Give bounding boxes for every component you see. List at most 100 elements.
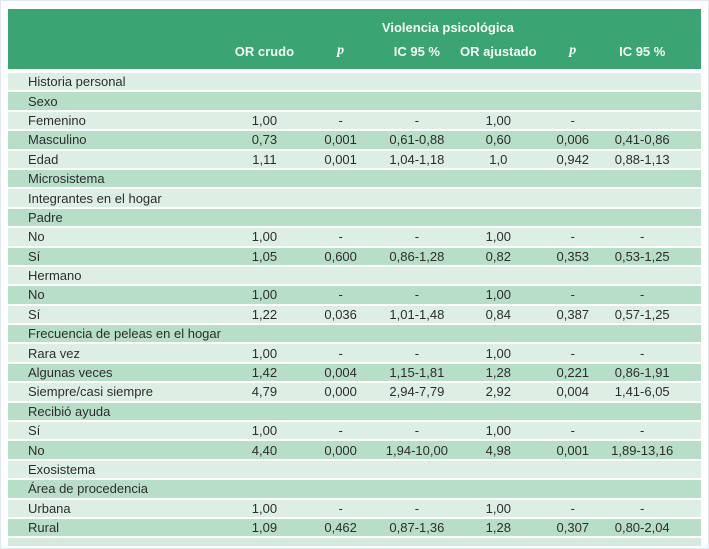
- cell: [607, 109, 701, 131]
- cell: [458, 400, 539, 422]
- cell: [305, 167, 376, 189]
- table-row: Urbana 1,00- -1,00- -: [8, 497, 701, 518]
- cell: 1,22: [222, 303, 306, 325]
- cell: 1,04-1,18: [375, 148, 459, 169]
- row-label: Edad: [8, 148, 223, 169]
- cell: 4,79: [222, 381, 306, 402]
- cell: [222, 206, 306, 228]
- row-label: Historia personal: [8, 68, 223, 92]
- table-row: Recibió ayuda: [8, 400, 701, 422]
- row-label: Sexo: [8, 90, 223, 111]
- table-row: Algunas veces 1,42 0,004 1,15-1,81 1,28 0,221…: [8, 361, 701, 383]
- cell: 1,00: [458, 420, 539, 441]
- cell: [607, 458, 701, 480]
- cell: 0,73: [222, 129, 306, 150]
- cell: [538, 323, 608, 344]
- table-row: Historia personal: [8, 68, 701, 92]
- table-row: Frecuencia de peleas en el hogar: [8, 323, 701, 344]
- cell: [305, 400, 376, 422]
- cell: 4,98: [458, 439, 539, 460]
- row-label: Femenino: [8, 109, 223, 131]
- cell: 0,307: [538, 516, 608, 537]
- cell: [375, 264, 459, 286]
- cell: 1,15-1,81: [375, 361, 459, 383]
- cell: 1,00: [458, 226, 539, 247]
- column-header-p-crudo: p: [305, 37, 376, 71]
- row-label: Área de procedencia: [8, 478, 223, 499]
- cell: [305, 478, 376, 499]
- cell: 1,28: [458, 516, 539, 537]
- cell: -: [375, 109, 459, 131]
- cell: [375, 206, 459, 228]
- cell: [607, 68, 701, 92]
- column-header-ic95-ajustado: IC 95 %: [607, 37, 701, 71]
- cell: [538, 478, 608, 499]
- cell: [375, 478, 459, 499]
- column-header-or-crudo: OR crudo: [222, 37, 306, 71]
- row-label: Hermano: [8, 264, 223, 286]
- table-row: Rara vez 1,00- -1,00- -: [8, 342, 701, 363]
- cell: -: [305, 109, 376, 131]
- cell: [305, 90, 376, 111]
- table-title: Violencia psicológica: [222, 9, 701, 37]
- cell: [375, 68, 459, 92]
- cell: 0,88-1,13: [607, 148, 701, 169]
- header-spacer: [8, 37, 223, 71]
- cell: [458, 323, 539, 344]
- cell: 4,40: [222, 439, 306, 460]
- row-label: Exosistema: [8, 458, 223, 480]
- cell: [458, 167, 539, 189]
- cell: 1,28: [458, 361, 539, 383]
- table-row: Padre: [8, 206, 701, 228]
- cell: [305, 206, 376, 228]
- cell: -: [538, 420, 608, 441]
- row-label: Siempre/casi siempre: [8, 381, 223, 402]
- cell: -: [305, 420, 376, 441]
- cell: -: [305, 497, 376, 518]
- cell: -: [607, 497, 701, 518]
- cell: [607, 187, 701, 208]
- cell: -: [538, 497, 608, 518]
- column-header-ic95-crudo: IC 95 %: [375, 37, 459, 71]
- cell: -: [538, 342, 608, 363]
- cell: 0,462: [305, 516, 376, 537]
- cell: [222, 90, 306, 111]
- cell: -: [305, 342, 376, 363]
- cell: -: [538, 226, 608, 247]
- table-row: No 1,00- -1,00- -: [8, 226, 701, 247]
- cell: 1,00: [222, 497, 306, 518]
- cell: 0,036: [305, 303, 376, 325]
- row-label: Algunas veces: [8, 361, 223, 383]
- cell: 1,00: [222, 109, 306, 131]
- table-row: Microsistema: [8, 167, 701, 189]
- column-header-p-ajustado: p: [538, 37, 608, 71]
- column-header-row: OR crudo p IC 95 % OR ajustado p IC 95 %: [8, 37, 701, 71]
- row-label: Rara vez: [8, 342, 223, 363]
- cell: -: [607, 420, 701, 441]
- cell: 0,004: [538, 381, 608, 402]
- cell: [458, 68, 539, 92]
- header-spacer: [8, 9, 223, 37]
- row-label: Rural: [8, 516, 223, 537]
- table-row: Área de procedencia: [8, 478, 701, 499]
- cell: [222, 68, 306, 92]
- cell: [222, 187, 306, 208]
- cell: 0,006: [538, 129, 608, 150]
- cell: 0,61-0,88: [375, 129, 459, 150]
- cell: -: [607, 284, 701, 305]
- cell: 1,01-1,48: [375, 303, 459, 325]
- row-label: No: [8, 439, 223, 460]
- table-title-row: Violencia psicológica: [8, 9, 701, 37]
- table-header: Violencia psicológica OR crudo p IC 95 %…: [8, 9, 701, 71]
- cell: 0,000: [305, 381, 376, 402]
- cell: 0,87-1,36: [375, 516, 459, 537]
- cell: 1,05: [222, 245, 306, 266]
- cell: 0,41-0,86: [607, 129, 701, 150]
- cell: 1,09: [222, 516, 306, 537]
- cell: [375, 400, 459, 422]
- row-label: No: [8, 226, 223, 247]
- table-body: Historia personal Sexo Femenino 1,00- -1,00-…: [8, 68, 701, 537]
- stats-table: Violencia psicológica OR crudo p IC 95 %…: [8, 9, 701, 537]
- table-row: No 1,00- -1,00- -: [8, 284, 701, 305]
